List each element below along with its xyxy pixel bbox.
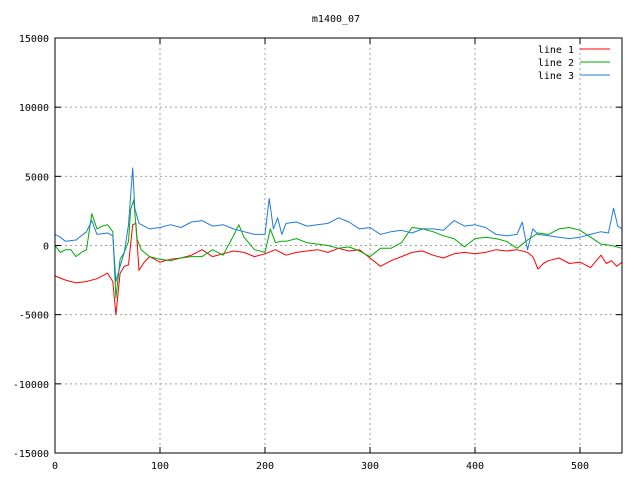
y-tick-label: 0 [43, 242, 49, 253]
axes: 0 100 200 300 400 500 -15000 -10000 -5000 0 5000 10… [13, 34, 622, 472]
y-tick-label: -5000 [19, 311, 49, 322]
y-tick-label: 5000 [25, 172, 49, 183]
x-tick-label: 200 [256, 461, 274, 472]
series-line-1 [54, 222, 623, 316]
x-tick-label: 100 [151, 461, 169, 472]
series-line-3 [54, 167, 623, 282]
legend: line 1 line 2 line 3 [538, 45, 610, 82]
y-tick-label: -15000 [13, 449, 49, 460]
x-tick-label: 400 [466, 461, 484, 472]
series-line-2 [54, 199, 623, 299]
x-tick-label: 500 [571, 461, 589, 472]
x-tick-label: 300 [361, 461, 379, 472]
x-tick-label: 0 [52, 461, 58, 472]
y-tick-label: 15000 [19, 34, 49, 45]
legend-label: line 2 [538, 58, 574, 69]
chart-title: m1400_07 [312, 14, 360, 25]
y-tick-label: -10000 [13, 380, 49, 391]
plot-frame [54, 37, 623, 454]
y-tick-label: 10000 [19, 103, 49, 114]
legend-label: line 3 [538, 71, 574, 82]
legend-label: line 1 [538, 45, 574, 56]
grid-lines [55, 38, 622, 453]
series-lines [54, 167, 623, 316]
